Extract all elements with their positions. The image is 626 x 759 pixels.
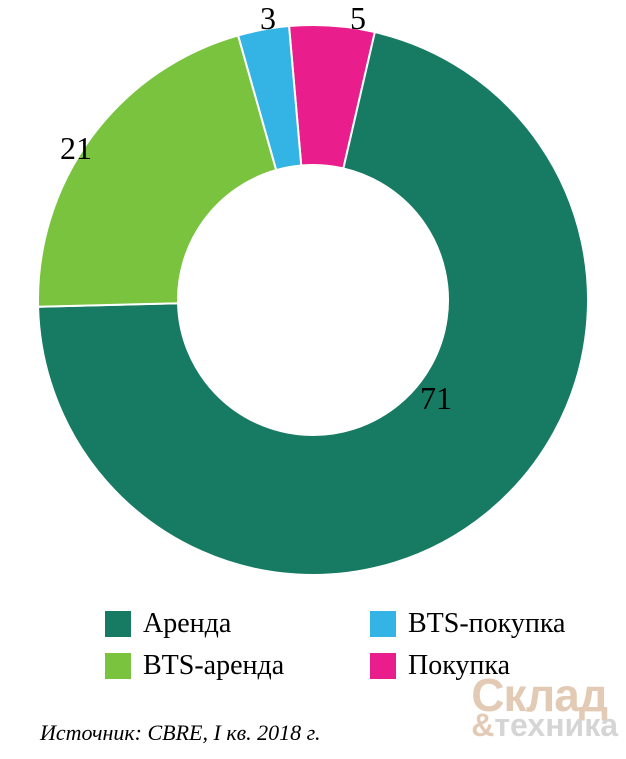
slice-value-0: 5 <box>350 0 366 37</box>
slice-value-2: 21 <box>60 130 92 167</box>
legend-swatch <box>105 611 131 637</box>
legend-swatch <box>105 653 131 679</box>
legend-col-2: BTS-покупка Покупка <box>370 608 565 682</box>
legend-swatch <box>370 611 396 637</box>
legend-label: Покупка <box>408 650 510 682</box>
slice-value-1: 71 <box>420 380 452 417</box>
legend-item: Аренда <box>105 608 284 640</box>
legend-col-1: Аренда BTS-аренда <box>105 608 284 682</box>
legend-label: Аренда <box>143 608 231 640</box>
watermark-bottom: &техника <box>471 713 618 739</box>
slice-2 <box>38 35 276 306</box>
donut-svg <box>0 0 626 620</box>
legend-label: BTS-аренда <box>143 650 284 682</box>
watermark: Склад &техника <box>471 677 618 739</box>
slice-value-3: 3 <box>260 0 276 37</box>
source-text: Источник: CBRE, I кв. 2018 г. <box>40 720 320 746</box>
legend-item: Покупка <box>370 650 565 682</box>
donut-chart: 5 71 21 3 <box>0 0 626 620</box>
legend-swatch <box>370 653 396 679</box>
legend-item: BTS-покупка <box>370 608 565 640</box>
legend-label: BTS-покупка <box>408 608 565 640</box>
watermark-top: Склад <box>471 677 618 714</box>
legend-item: BTS-аренда <box>105 650 284 682</box>
